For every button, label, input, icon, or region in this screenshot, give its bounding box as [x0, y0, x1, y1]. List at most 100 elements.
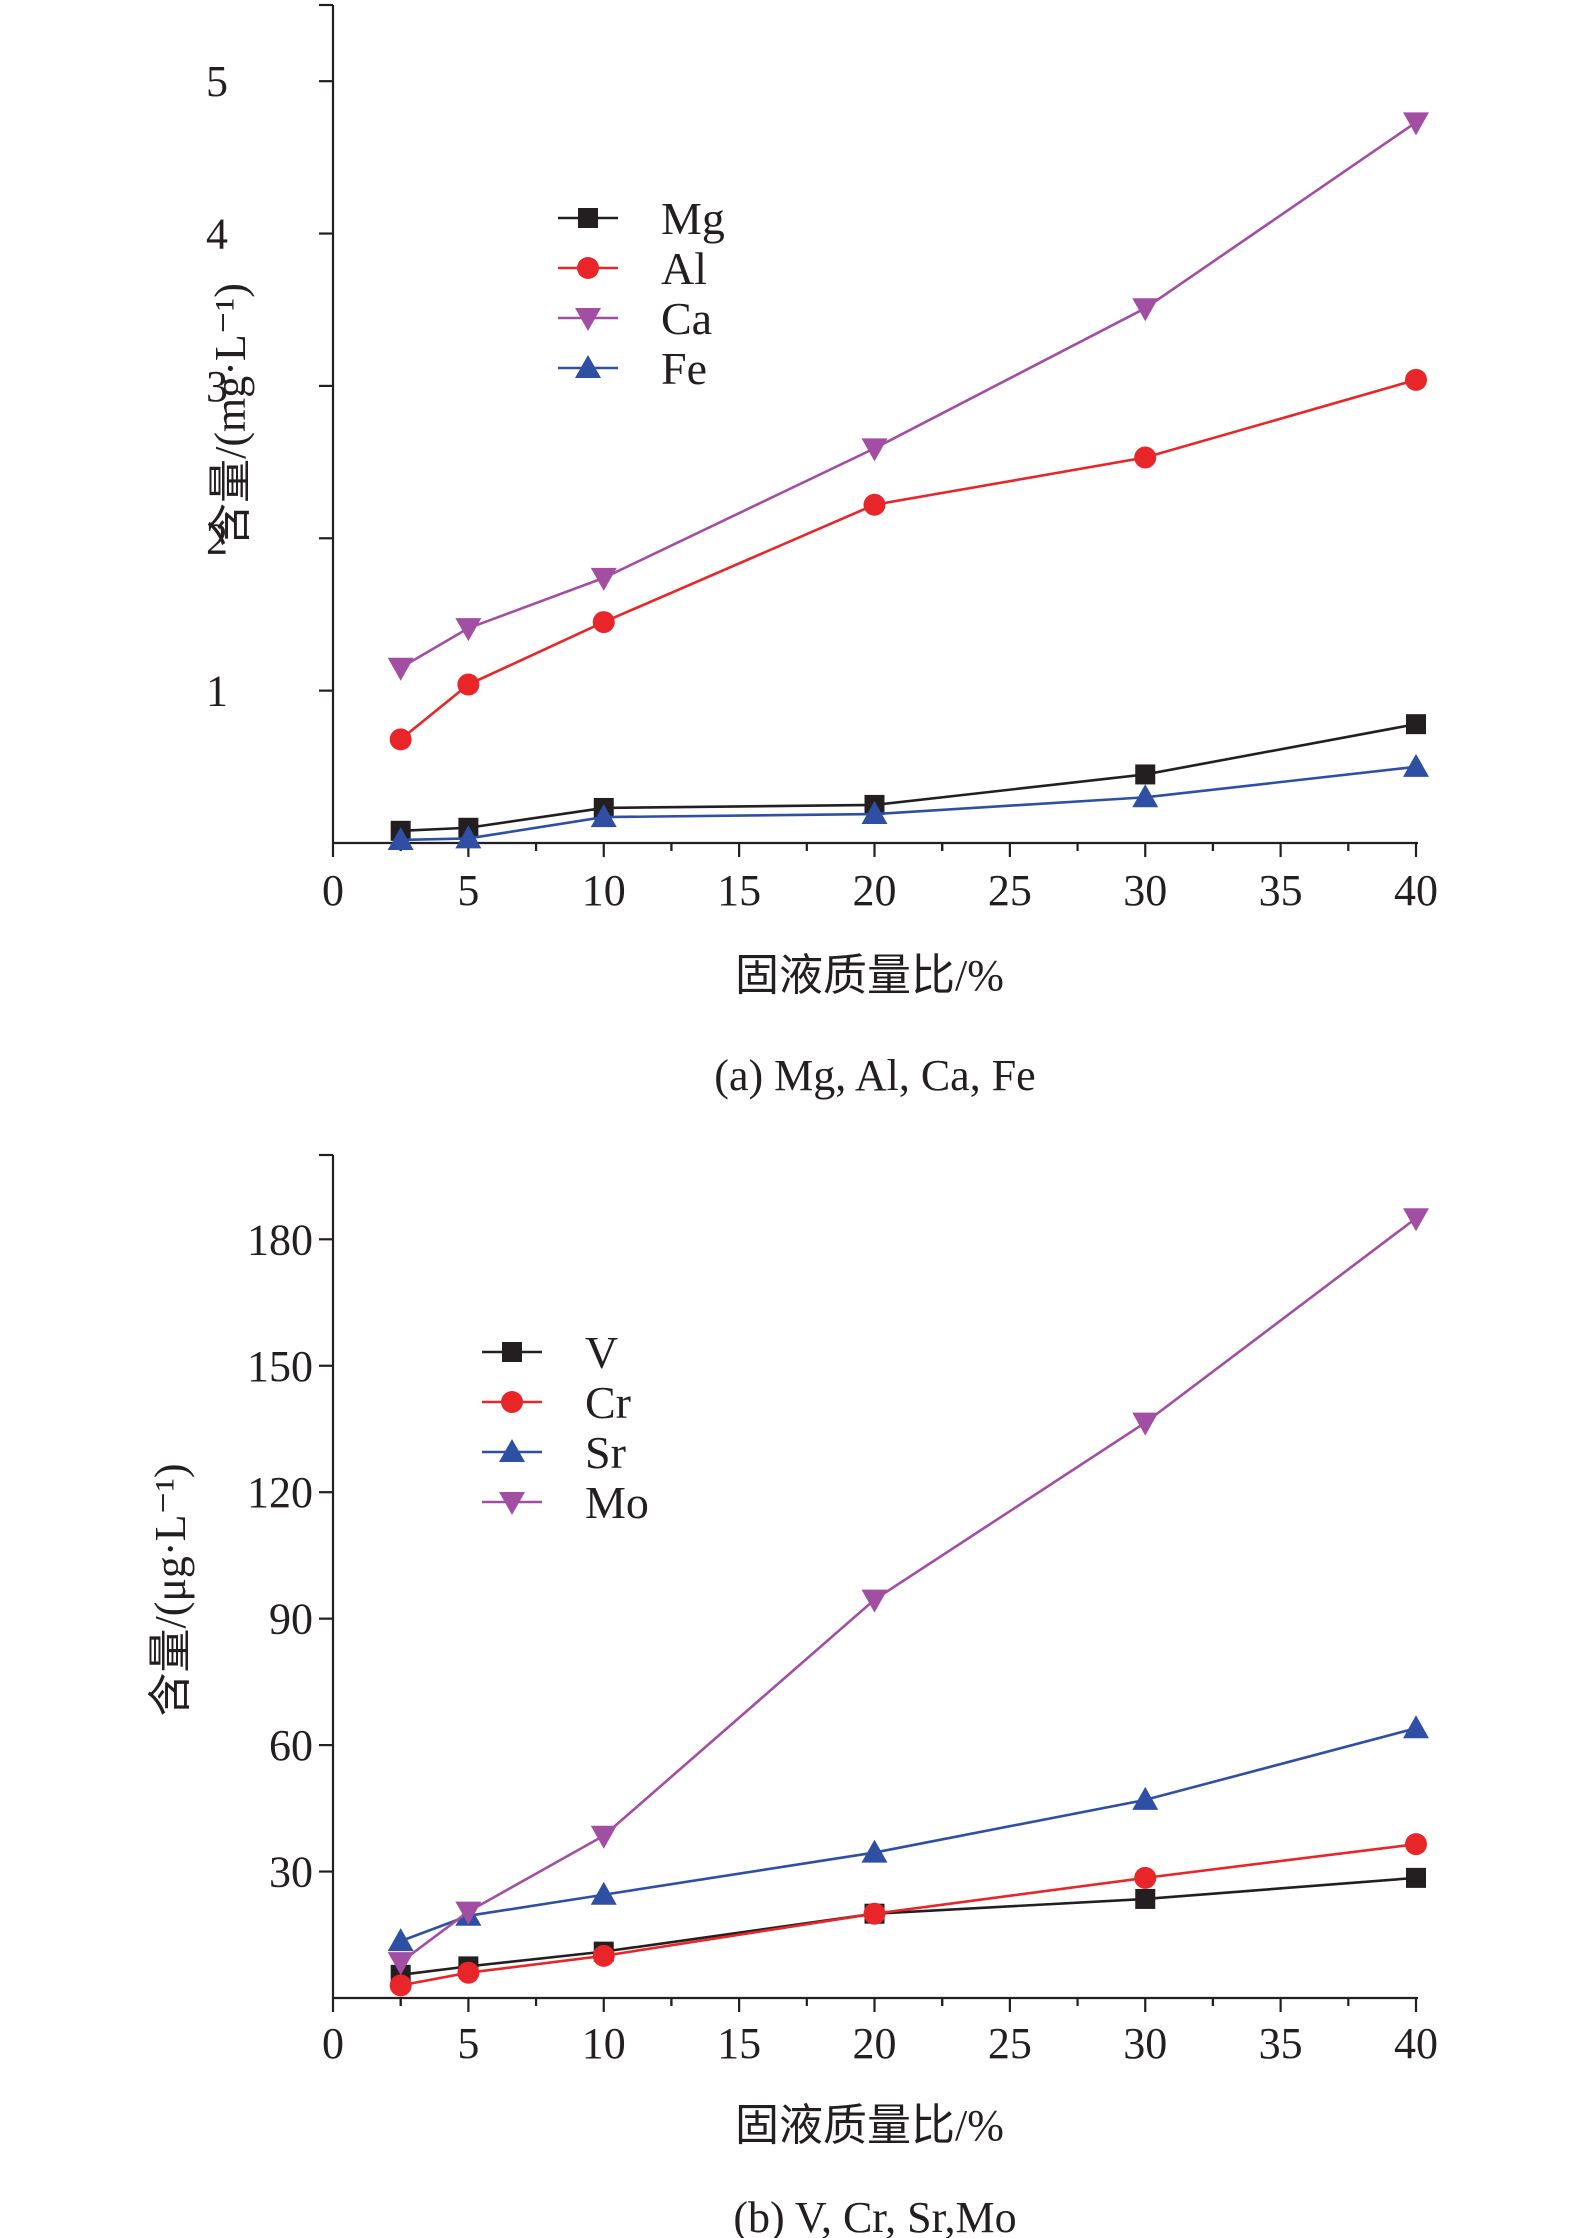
x-tick-label: 5 [457, 866, 479, 915]
fe-line [400, 765, 1417, 842]
y-axis-title: 含量/(mg·L⁻¹) [206, 283, 255, 547]
series-mo [387, 1208, 1429, 1976]
fe-point-0 [387, 826, 414, 850]
x-tick-label: 0 [322, 2019, 344, 2068]
mo-point-5 [1403, 1208, 1429, 1232]
mo-point-4 [1132, 1412, 1159, 1436]
sr-point-3 [861, 1839, 888, 1863]
y-tick-label: 150 [247, 1342, 313, 1391]
cr-point-2 [592, 1944, 615, 1967]
al-line [399, 378, 1417, 741]
sr-point-5 [1403, 1715, 1429, 1739]
y-tick-label: 5 [206, 57, 228, 106]
y-axis-title: 含量/(μg·L⁻¹) [146, 1463, 195, 1716]
legend-label: Mo [585, 1477, 649, 1528]
legend-label: Al [661, 243, 707, 294]
cr-point-0 [389, 1974, 412, 1997]
fe-point-1 [455, 825, 482, 849]
sr-point-4 [1132, 1786, 1159, 1810]
sr-point-legend [499, 1439, 525, 1462]
x-tick-label: 10 [582, 2019, 626, 2068]
ca-point-2 [590, 567, 617, 591]
y-tick-label: 2 [206, 514, 228, 563]
ca-point-4 [1132, 298, 1159, 322]
x-tick-label: 25 [988, 866, 1032, 915]
sr-point-0 [387, 1928, 414, 1952]
x-tick-label: 5 [457, 2019, 479, 2068]
mo-point-3 [861, 1589, 888, 1613]
x-tick-label: 25 [988, 2019, 1032, 2068]
figure-caption: (b) V, Cr, Sr,Mo [733, 2193, 1016, 2238]
x-tick-label: 20 [853, 2019, 897, 2068]
legend-label: Fe [661, 343, 707, 394]
series-al [389, 368, 1427, 751]
chart-panel-a: 0 5 10 15 20 25 30 35 40 1 2 3 4 5 固液质量比/% 含量/(mg·L⁻¹) M… [206, 3, 1438, 1100]
cr-point-4 [1134, 1866, 1157, 1889]
mo-point-0 [387, 1952, 414, 1976]
ca-point-0 [387, 657, 414, 681]
legend-label: Sr [585, 1427, 626, 1478]
mo-point-2 [590, 1825, 617, 1849]
fe-point-legend [575, 355, 601, 378]
legend-label: V [585, 1327, 618, 1378]
mo-point-legend [499, 1492, 525, 1515]
x-tick-label: 40 [1394, 866, 1438, 915]
x-tick-label: 40 [1394, 2019, 1438, 2068]
cr-point-3 [863, 1902, 886, 1925]
x-tick-label: 15 [717, 866, 761, 915]
v-point-legend [502, 1342, 522, 1362]
ca-point-3 [861, 438, 888, 462]
series-sr [387, 1715, 1429, 1952]
x-tick-label: 30 [1123, 2019, 1167, 2068]
series-cr [389, 1833, 1427, 1997]
y-tick-label: 4 [206, 210, 228, 259]
al-point-1 [457, 673, 480, 696]
y-tick-label: 120 [247, 1468, 313, 1517]
al-point-5 [1405, 368, 1427, 391]
v-point-4 [1135, 1888, 1156, 1909]
x-tick-label: 15 [717, 2019, 761, 2068]
x-axis-title: 固液质量比/% [735, 2101, 1004, 2150]
al-point-3 [863, 493, 886, 516]
x-tick-label: 10 [582, 866, 626, 915]
fe-point-2 [590, 804, 617, 828]
legend-label: Cr [585, 1377, 631, 1428]
x-tick-label: 20 [853, 866, 897, 915]
ca-point-5 [1403, 112, 1429, 136]
mg-point-legend [578, 208, 598, 228]
ca-point-legend [575, 308, 601, 331]
fe-point-5 [1403, 753, 1429, 777]
series-ca [387, 112, 1429, 681]
chart-panel-b: 0 5 10 15 20 25 30 35 40 30 60 90 120 150 180 固液质量比/% 含量… [146, 1153, 1438, 2238]
legend-label: Mg [661, 193, 725, 244]
cr-point-legend [501, 1391, 523, 1413]
y-tick-label: 60 [269, 1721, 313, 1770]
mg-line [400, 722, 1417, 833]
v-point-5 [1406, 1867, 1426, 1888]
x-axis-title: 固液质量比/% [735, 951, 1004, 1000]
figure-caption: (a) Mg, Al, Ca, Fe [714, 1051, 1035, 1100]
ca-line [400, 121, 1417, 669]
fe-point-4 [1132, 784, 1159, 808]
mo-point-1 [455, 1901, 482, 1925]
legend-label: Ca [661, 293, 712, 344]
y-tick-label: 1 [206, 667, 228, 716]
fe-point-3 [861, 801, 888, 825]
v-line [400, 1876, 1417, 1977]
ca-point-1 [455, 618, 482, 642]
mg-point-5 [1406, 714, 1426, 735]
x-tick-label: 30 [1123, 866, 1167, 915]
y-tick-label: 3 [206, 362, 228, 411]
al-point-2 [592, 611, 615, 634]
al-point-0 [389, 728, 412, 751]
series-fe [387, 753, 1429, 850]
x-tick-label: 0 [322, 866, 344, 915]
x-tick-label: 35 [1259, 2019, 1303, 2068]
cr-point-5 [1405, 1833, 1427, 1856]
x-tick-label: 35 [1259, 866, 1303, 915]
cr-point-1 [457, 1961, 480, 1984]
sr-point-2 [590, 1881, 617, 1905]
y-tick-label: 90 [269, 1595, 313, 1644]
y-tick-label: 30 [269, 1848, 313, 1897]
